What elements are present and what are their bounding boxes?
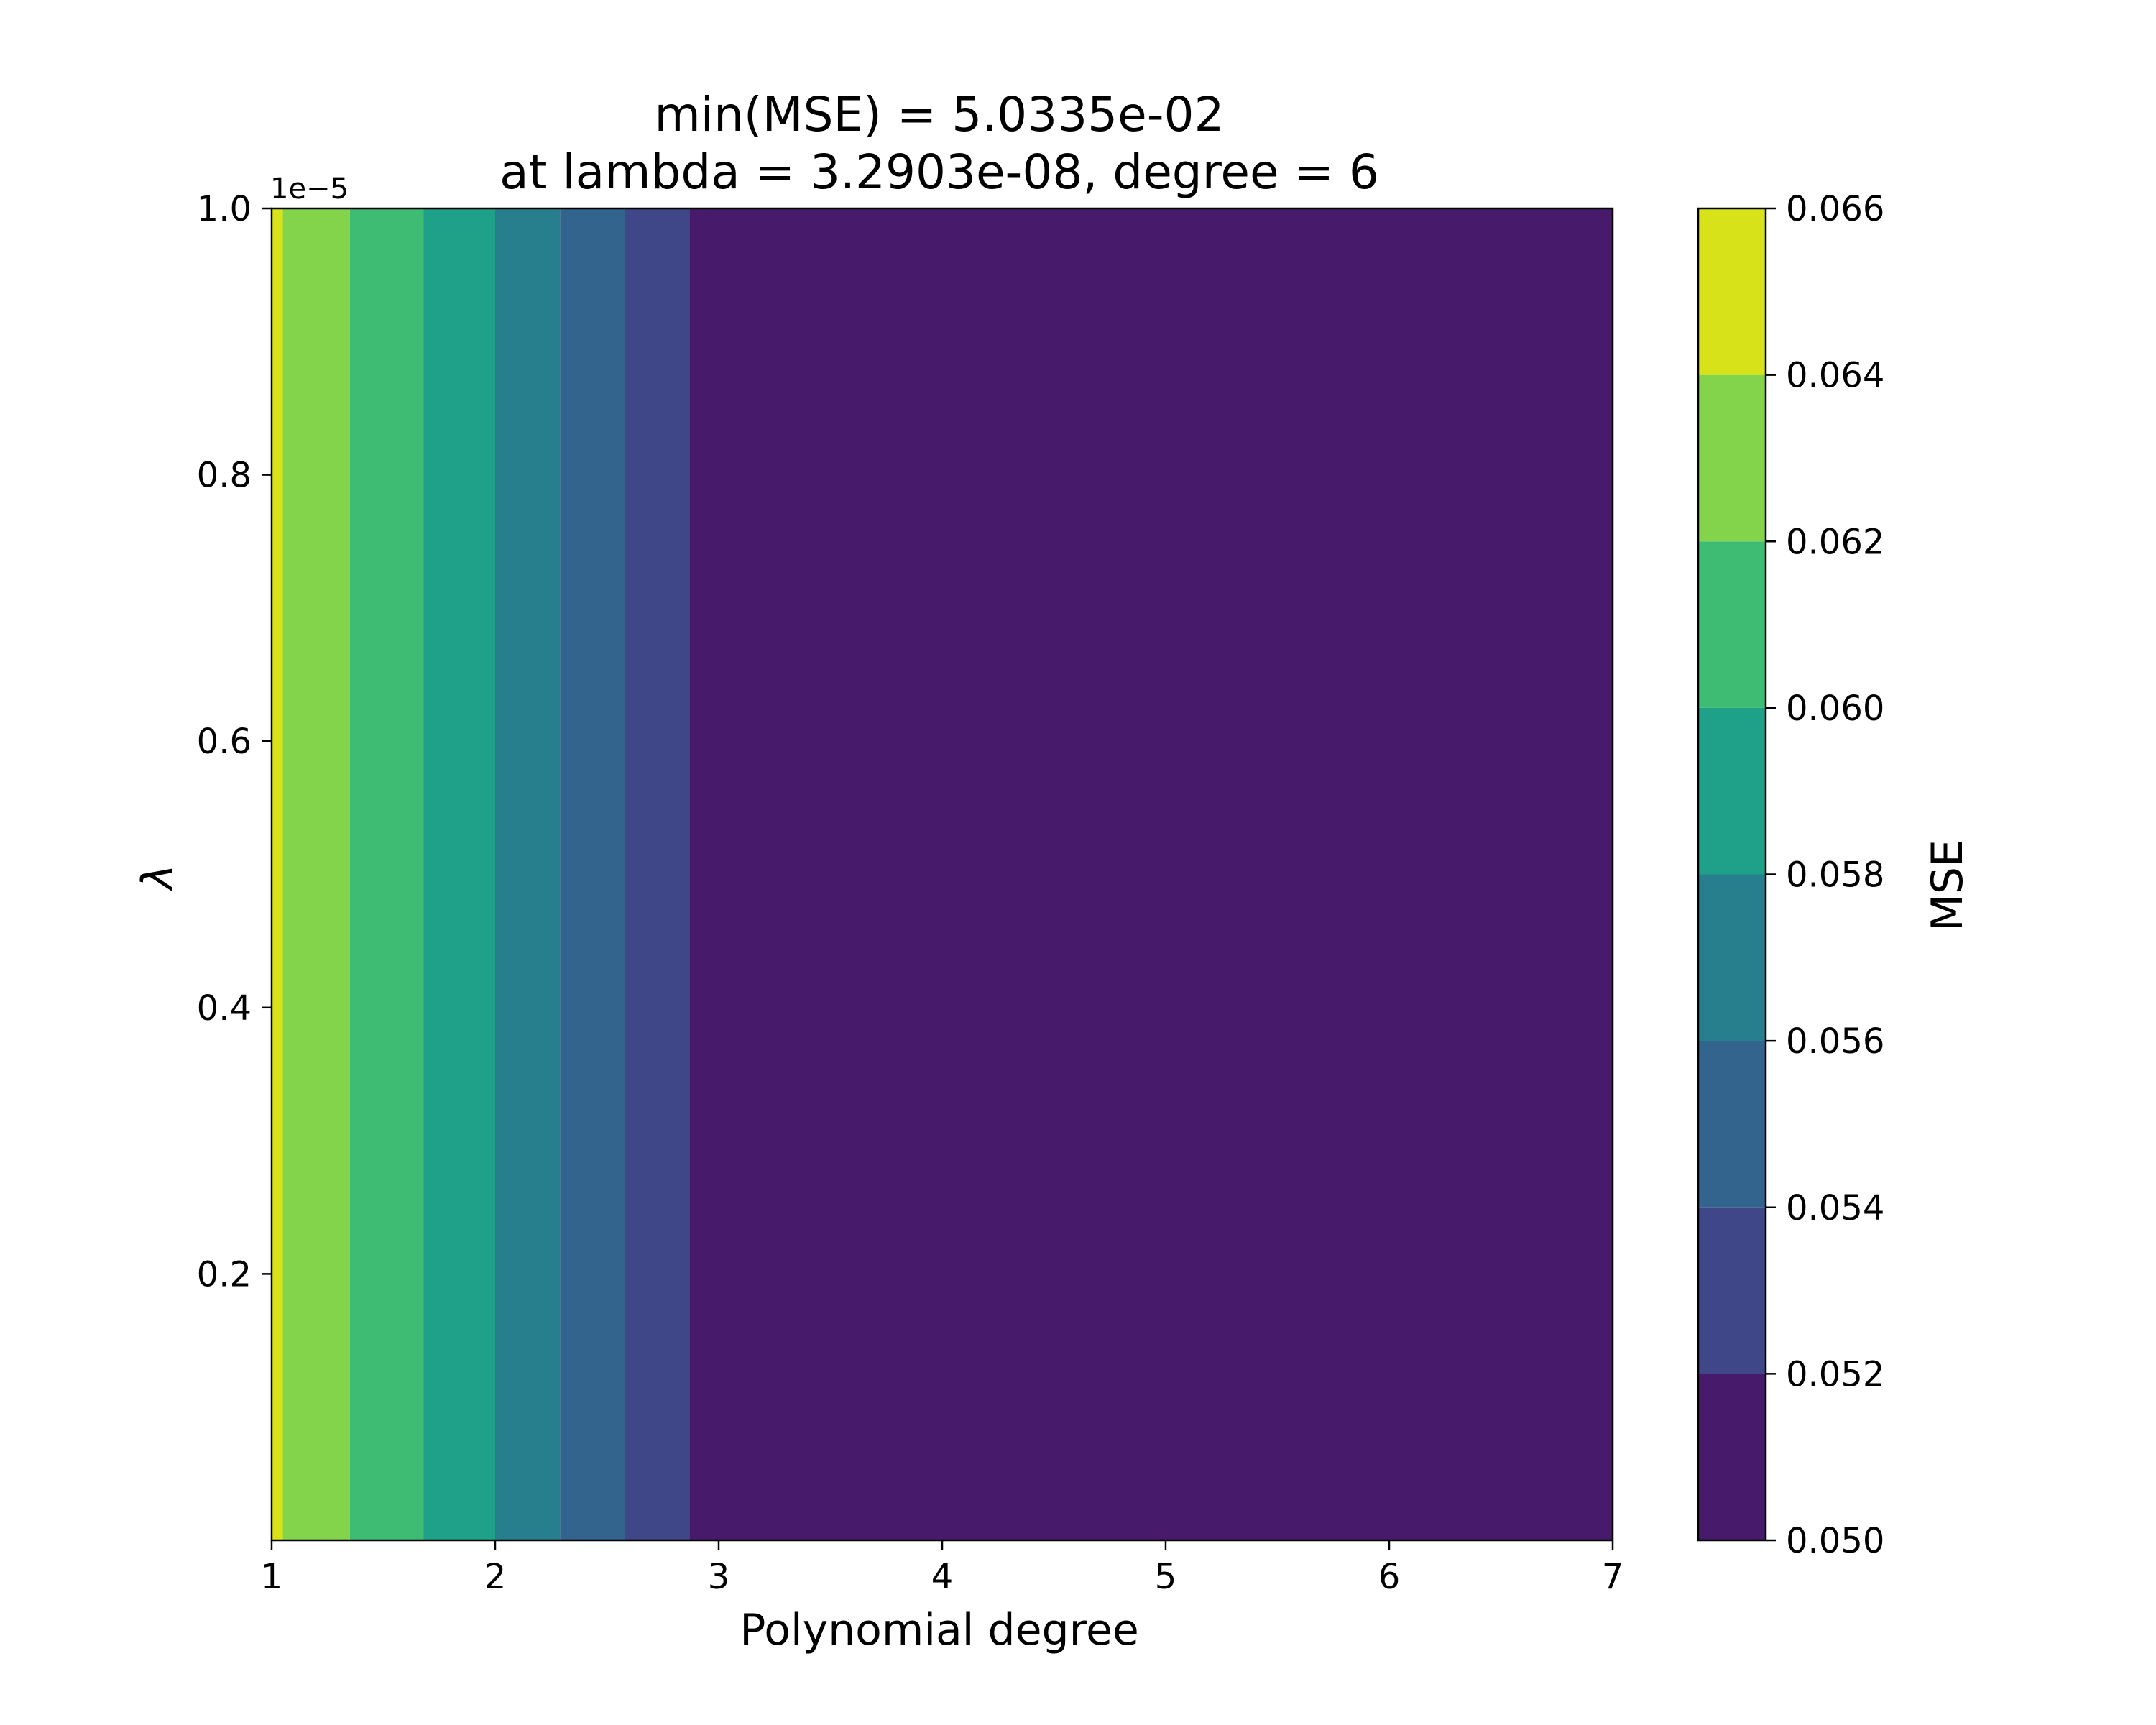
x-tick-label: 6 [1378, 1557, 1401, 1597]
colorbar-segment-6 [1698, 374, 1766, 542]
colorbar: 0.050 0.052 0.054 0.056 0.058 0.060 0.062 0.064… [1697, 189, 1884, 1561]
y-axis-label: λ [133, 864, 183, 892]
y-tick-label: 1.0 [197, 189, 252, 229]
x-tick-label: 7 [1602, 1557, 1624, 1597]
colorbar-segment-0 [1698, 1374, 1766, 1540]
colorbar-tick-label: 0.052 [1786, 1354, 1884, 1394]
contour-band-3 [423, 208, 495, 1540]
colorbar-segment-5 [1698, 541, 1766, 708]
contour-band-7 [689, 208, 1613, 1540]
colorbar-tick-label: 0.058 [1786, 855, 1884, 896]
x-tick-label: 2 [484, 1557, 507, 1597]
colorbar-tick-label: 0.056 [1786, 1021, 1884, 1062]
y-tick-label: 0.8 [197, 456, 252, 496]
contour-band-1 [282, 208, 350, 1540]
y-tick-label: 0.6 [197, 722, 252, 762]
y-axis: 0.2 0.4 0.6 0.8 1.0 [197, 189, 272, 1294]
chart-title-line-2: at lambda = 3.2903e-08, degree = 6 [499, 144, 1379, 200]
x-axis: 1 2 3 4 5 6 7 [261, 1540, 1624, 1597]
colorbar-label: MSE [1922, 840, 1973, 932]
colorbar-tick-label: 0.064 [1786, 356, 1884, 396]
chart-title: min(MSE) = 5.0335e-02 at lambda = 3.2903… [499, 87, 1379, 200]
colorbar-tick-label: 0.054 [1786, 1188, 1884, 1228]
y-tick-label: 0.4 [197, 988, 252, 1029]
x-tick-label: 5 [1155, 1557, 1177, 1597]
colorbar-segment-1 [1698, 1207, 1766, 1374]
colorbar-tick-label: 0.062 [1786, 522, 1884, 562]
contour-band-6 [625, 208, 690, 1540]
contour-band-5 [560, 208, 625, 1540]
colorbar-tick-label: 0.066 [1786, 189, 1884, 229]
colorbar-tick-label: 0.060 [1786, 689, 1884, 729]
contour-band-4 [495, 208, 561, 1540]
contour-band-0 [272, 208, 283, 1540]
colorbar-segment-3 [1698, 874, 1766, 1041]
colorbar-tick-label: 0.050 [1786, 1521, 1884, 1561]
colorbar-segment-2 [1698, 1041, 1766, 1208]
colorbar-segment-4 [1698, 707, 1766, 875]
x-axis-label: Polynomial degree [740, 1605, 1139, 1655]
contour-plot-area [270, 207, 1614, 1542]
colorbar-segment-7 [1698, 208, 1766, 375]
x-tick-label: 4 [931, 1557, 954, 1597]
contour-band-2 [349, 208, 424, 1540]
x-tick-label: 3 [708, 1557, 730, 1597]
y-tick-label: 0.2 [197, 1254, 252, 1294]
chart-title-line-1: min(MSE) = 5.0335e-02 [654, 87, 1224, 142]
y-axis-offset-label: 1e−5 [270, 172, 349, 206]
x-tick-label: 1 [261, 1557, 283, 1597]
